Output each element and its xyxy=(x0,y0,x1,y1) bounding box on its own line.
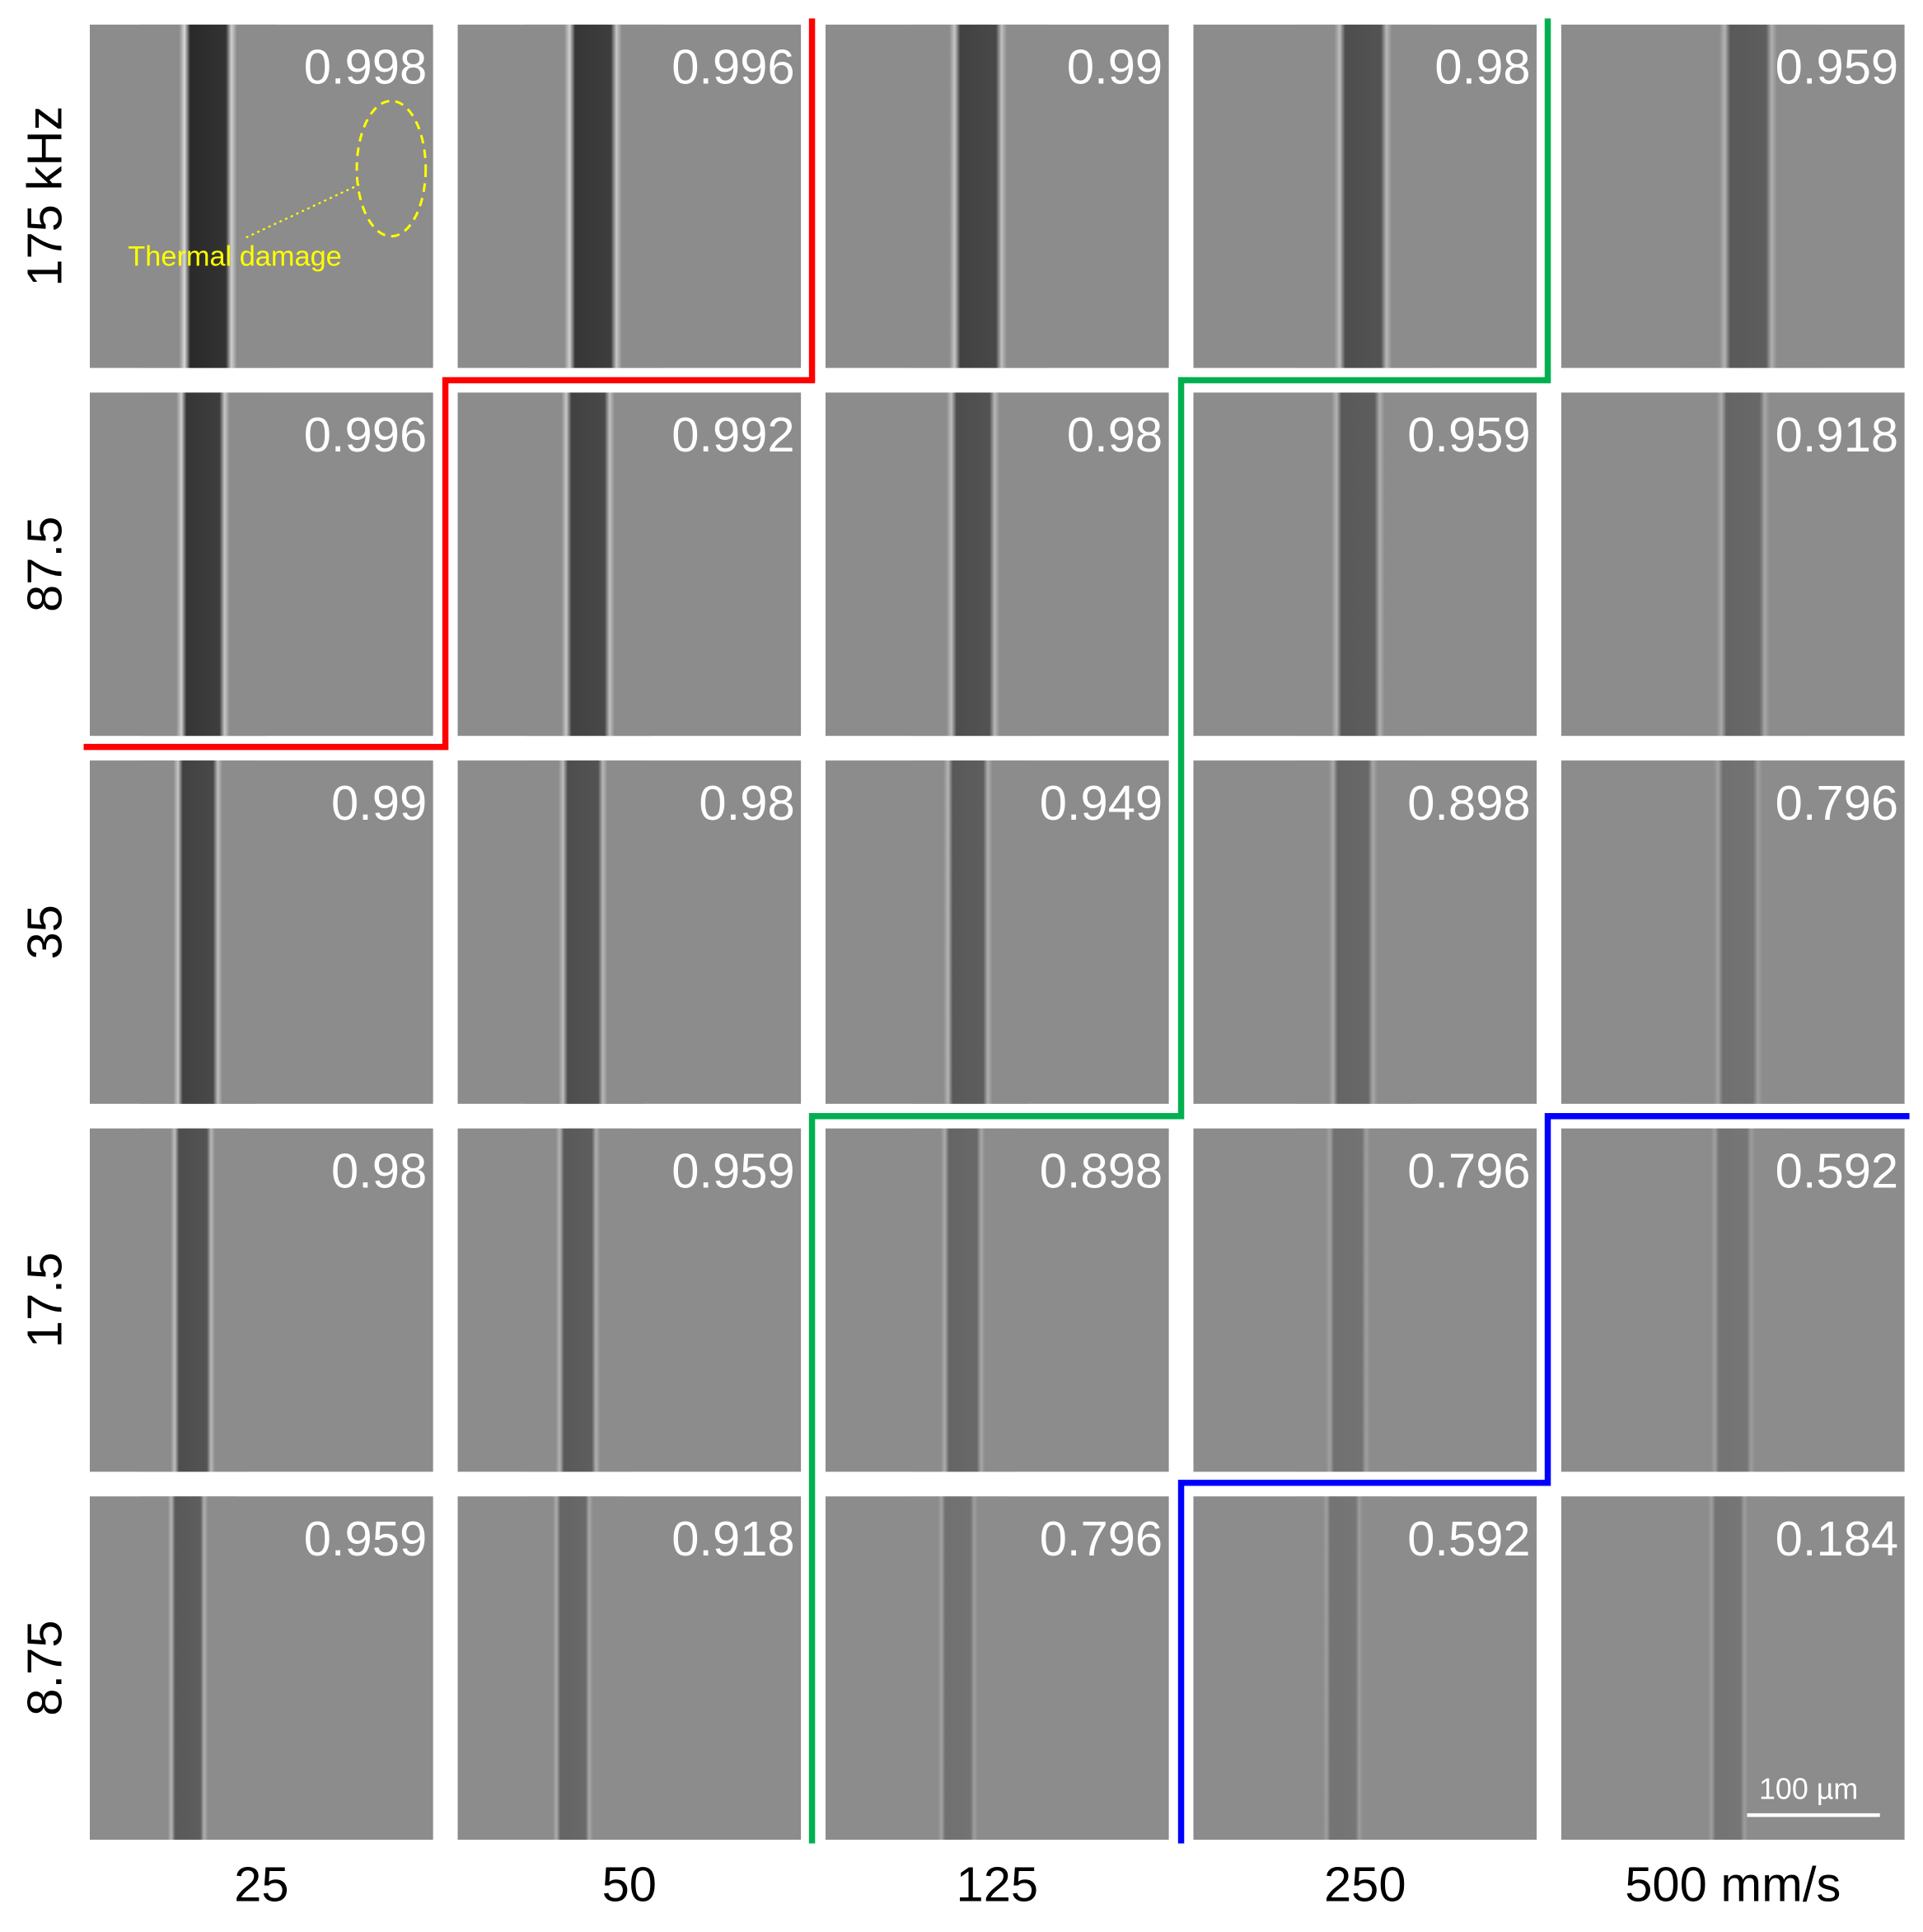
weld-track xyxy=(1295,392,1423,737)
row-label: 17.5 xyxy=(17,1252,73,1348)
weld-track xyxy=(1295,1128,1402,1472)
weld-track xyxy=(140,392,268,737)
weld-track xyxy=(526,1128,633,1472)
weld-track xyxy=(526,24,663,368)
overlap-ratio: 0.949 xyxy=(1040,775,1163,830)
row-label: 35 xyxy=(17,905,73,959)
weld-track xyxy=(1681,392,1808,737)
weld-track xyxy=(526,392,653,737)
weld-track xyxy=(1295,1496,1392,1840)
weld-track xyxy=(140,760,258,1104)
overlap-ratio: 0.959 xyxy=(1407,407,1530,462)
column-label: 250 xyxy=(1324,1857,1406,1912)
overlap-ratio: 0.918 xyxy=(671,1511,794,1566)
column-label: 500 mm/s xyxy=(1625,1857,1841,1912)
overlap-ratio: 0.898 xyxy=(1040,1143,1163,1198)
column-label: 125 xyxy=(956,1857,1038,1912)
weld-track xyxy=(910,24,1049,368)
overlap-ratio: 0.796 xyxy=(1407,1143,1530,1198)
overlap-ratio: 0.592 xyxy=(1407,1511,1530,1566)
overlap-ratio: 0.959 xyxy=(671,1143,794,1198)
overlap-ratio: 0.592 xyxy=(1776,1143,1898,1198)
weld-track xyxy=(1295,24,1434,368)
weld-track xyxy=(1681,1128,1788,1472)
green-boundary xyxy=(808,18,1551,1844)
weld-track xyxy=(140,24,278,368)
weld-track xyxy=(910,392,1038,737)
column-label: 50 xyxy=(602,1857,657,1912)
weld-track xyxy=(526,1496,622,1840)
blue-boundary xyxy=(1177,1112,1910,1844)
annotation-ellipse xyxy=(355,99,428,238)
overlap-ratio: 0.184 xyxy=(1776,1511,1898,1566)
overlap-ratio: 0.992 xyxy=(671,407,794,462)
weld-track xyxy=(910,1128,1018,1472)
overlap-ratio: 0.996 xyxy=(304,407,427,462)
weld-track xyxy=(910,760,1028,1104)
annotation-leader xyxy=(246,184,360,239)
overlap-ratio: 0.959 xyxy=(1776,40,1898,95)
overlap-ratio: 0.98 xyxy=(699,775,794,830)
overlap-ratio: 0.98 xyxy=(331,1143,427,1198)
overlap-ratio: 0.99 xyxy=(1067,40,1163,95)
weld-track xyxy=(526,760,643,1104)
weld-track xyxy=(1681,760,1798,1104)
overlap-ratio: 0.996 xyxy=(671,40,794,95)
overlap-ratio: 0.98 xyxy=(1434,40,1530,95)
sem-image xyxy=(457,1496,802,1840)
overlap-ratio: 0.998 xyxy=(304,40,427,95)
row-label: 8.75 xyxy=(17,1620,73,1715)
weld-track xyxy=(140,1496,237,1840)
column-label: 25 xyxy=(234,1857,288,1912)
row-label: 87.5 xyxy=(17,517,73,612)
weld-track xyxy=(1681,1496,1777,1840)
overlap-ratio: 0.898 xyxy=(1407,775,1530,830)
weld-track xyxy=(1681,24,1818,368)
overlap-ratio: 0.98 xyxy=(1067,407,1163,462)
weld-track xyxy=(910,1496,1008,1840)
red-boundary xyxy=(83,18,816,751)
row-label: 175 kHz xyxy=(17,106,73,287)
overlap-ratio: 0.918 xyxy=(1776,407,1898,462)
weld-track xyxy=(140,1128,247,1472)
overlap-ratio: 0.959 xyxy=(304,1511,427,1566)
panels: 0.998 0.996 0.99 0.98 0.959 0.996 0.992 0.98 0.9… xyxy=(90,24,1905,1840)
scale-bar-label: 100 µm xyxy=(1759,1773,1858,1806)
overlap-ratio: 0.796 xyxy=(1040,1511,1163,1566)
overlap-ratio: 0.99 xyxy=(331,775,427,830)
overlap-ratio: 0.796 xyxy=(1776,775,1898,830)
weld-track xyxy=(1295,760,1413,1104)
annotation: Thermal damage xyxy=(128,241,341,273)
